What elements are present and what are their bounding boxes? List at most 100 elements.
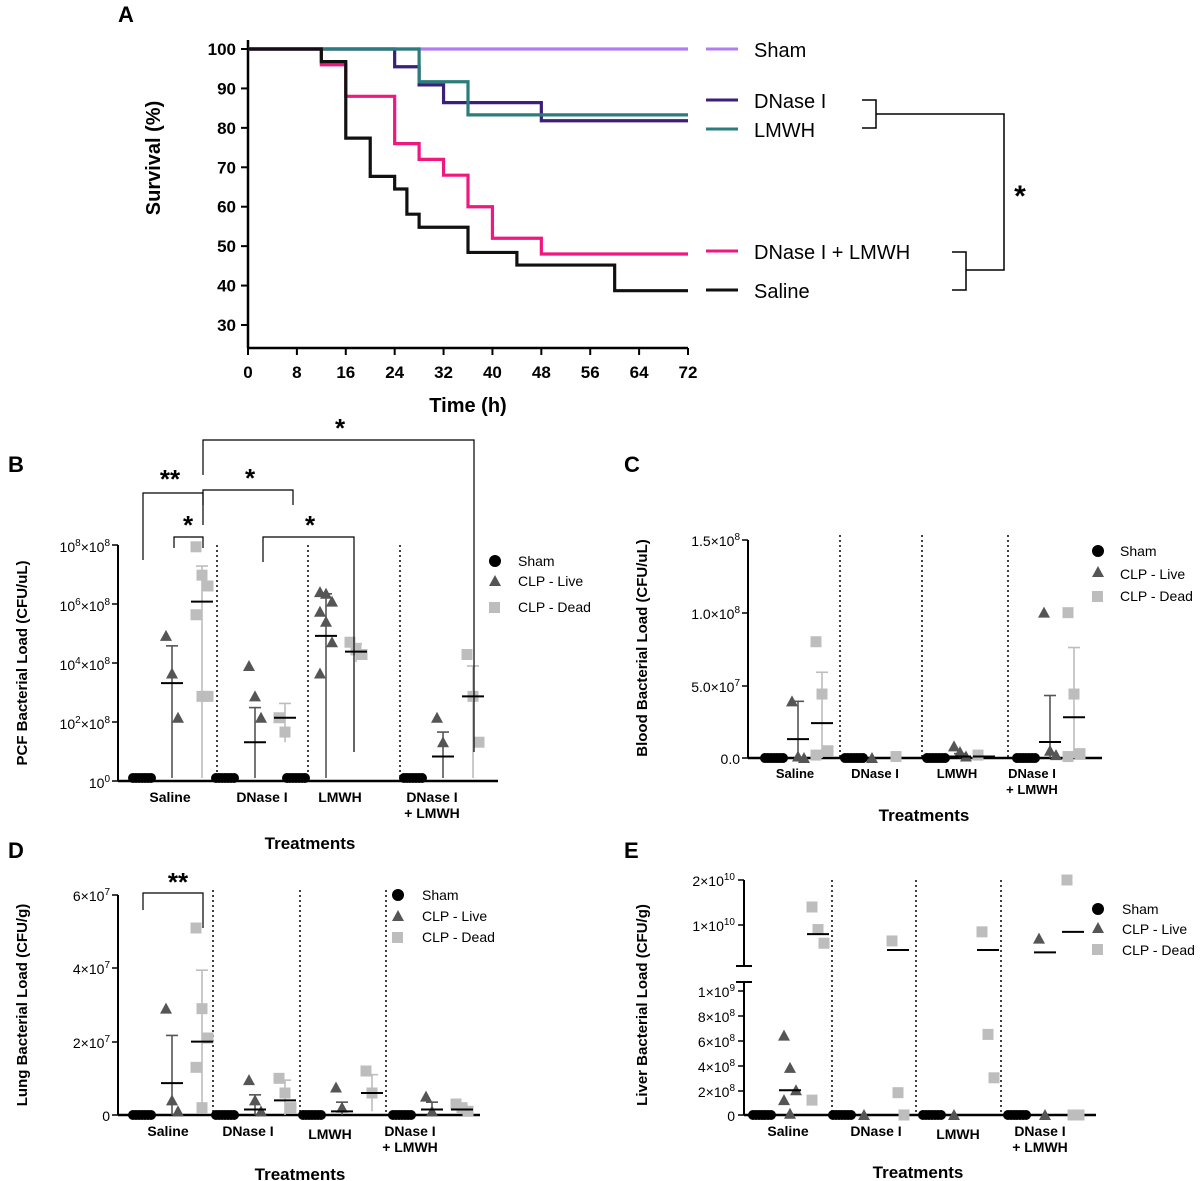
panel-c-cat-combo-2: + LMWH bbox=[1006, 782, 1058, 797]
legend-dead-marker bbox=[489, 602, 500, 613]
clp-dead-point bbox=[285, 1102, 297, 1114]
clp-dead-point bbox=[1062, 751, 1074, 763]
sham-point bbox=[766, 1110, 776, 1120]
clp-live-point bbox=[426, 1105, 438, 1117]
legend-sham-text: Sham bbox=[518, 553, 555, 569]
panel-e-ytick-4e8: 4×108 bbox=[698, 1058, 736, 1075]
a-xtick-label: 48 bbox=[532, 363, 551, 382]
panel-a-xticks: 0 8 16 24 32 40 48 56 64 72 bbox=[243, 348, 697, 382]
clp-dead-point bbox=[202, 1032, 214, 1044]
panel-c-ytick-3: 5.0×107 bbox=[691, 678, 740, 695]
clp-dead-point bbox=[456, 1102, 468, 1114]
clp-live-point bbox=[172, 711, 184, 723]
clp-dead-point bbox=[818, 937, 830, 949]
legend-sham-text: Sham bbox=[1122, 901, 1159, 917]
panel-c-label: C bbox=[624, 452, 640, 477]
a-ytick-label: 60 bbox=[217, 198, 236, 217]
a-xtick-label: 32 bbox=[434, 363, 453, 382]
clp-live-point bbox=[255, 1105, 267, 1117]
legend-live-marker bbox=[1092, 566, 1104, 577]
sham-point bbox=[300, 773, 310, 783]
panel-b-ytick-1e8e8: 108×108 bbox=[60, 538, 111, 555]
sham-point bbox=[146, 1110, 156, 1120]
panel-b-yticks: 108×108 106×108 104×108 102×108 100 bbox=[60, 538, 118, 791]
sham-point bbox=[846, 1110, 856, 1120]
clp-dead-point bbox=[356, 649, 368, 661]
clp-dead-point bbox=[196, 1003, 208, 1015]
panel-b-marks bbox=[128, 541, 485, 783]
panel-c-legend: Sham CLP - Live CLP - Dead bbox=[1092, 543, 1193, 604]
panel-e-cat-lmwh: LMWH bbox=[936, 1126, 980, 1142]
panel-c-ytick-4: 0.0 bbox=[721, 751, 741, 767]
panel-d-ytick-4: 0 bbox=[102, 1108, 110, 1124]
panel-e-cat-combo-1: DNase I bbox=[1014, 1123, 1065, 1139]
panel-b-sig-5: * bbox=[305, 510, 316, 540]
panel-c-ylabel: Blood Bacterial Load (CFU/uL) bbox=[634, 539, 651, 757]
clp-dead-point bbox=[190, 922, 202, 934]
sham-point bbox=[146, 773, 156, 783]
panel-b: B PCF Bacterial Load (CFU/uL) 108×108 10… bbox=[8, 413, 591, 853]
panel-d-ytick-2: 4×107 bbox=[73, 960, 111, 977]
panel-c-ytick-2: 1.0×108 bbox=[691, 605, 740, 622]
legend-combo-label: DNase I + LMWH bbox=[754, 242, 910, 264]
clp-live-point bbox=[948, 1109, 960, 1120]
panel-e-yticks: 2×1010 1×1010 1×109 8×108 6×108 4×108 2×… bbox=[692, 872, 744, 1124]
a-ytick-label: 40 bbox=[217, 277, 236, 296]
clp-dead-point bbox=[196, 569, 208, 581]
legend-sham-text: Sham bbox=[422, 887, 459, 903]
a-xtick-label: 56 bbox=[581, 363, 600, 382]
clp-live-point bbox=[1044, 744, 1056, 756]
clp-dead-point bbox=[450, 1098, 462, 1110]
clp-live-point bbox=[314, 605, 326, 617]
panel-d-cat-saline: Saline bbox=[147, 1123, 188, 1139]
panel-b-ytick-1e2e8: 102×108 bbox=[60, 715, 111, 732]
clp-live-point bbox=[160, 629, 172, 641]
panel-d-ytick-3: 2×107 bbox=[73, 1034, 111, 1051]
legend-dead-text: CLP - Dead bbox=[1120, 588, 1193, 604]
clp-dead-point bbox=[344, 636, 356, 648]
panel-e-marks bbox=[748, 874, 1085, 1121]
legend-live-marker bbox=[489, 575, 501, 586]
clp-dead-point bbox=[810, 749, 822, 761]
panel-e-ytick-6e8: 6×108 bbox=[698, 1033, 736, 1050]
panel-d-cat-combo-2: + LMWH bbox=[382, 1139, 438, 1155]
clp-dead-point bbox=[1061, 874, 1073, 886]
clp-live-point bbox=[437, 736, 449, 748]
clp-live-point bbox=[314, 667, 326, 679]
panel-d-xlabel: Treatments bbox=[255, 1165, 346, 1181]
a-ytick-label: 90 bbox=[217, 79, 236, 98]
clp-dead-point bbox=[461, 649, 473, 661]
clp-dead-point bbox=[1062, 607, 1074, 619]
panel-d-cat-combo-1: DNase I bbox=[384, 1123, 435, 1139]
panel-b-sig-4: * bbox=[335, 413, 346, 443]
clp-live-point bbox=[786, 695, 798, 707]
panel-c-yticks: 1.5×108 1.0×108 5.0×107 0.0 bbox=[691, 532, 748, 767]
legend-dead-text: CLP - Dead bbox=[422, 929, 495, 945]
panel-d-cat-dnase: DNase I bbox=[222, 1123, 273, 1139]
panel-a-series-lines bbox=[248, 47, 688, 293]
panel-d-sig: ** bbox=[168, 867, 189, 897]
sham-point bbox=[936, 1110, 946, 1120]
a-xtick-label: 40 bbox=[483, 363, 502, 382]
clp-dead-point bbox=[462, 1105, 474, 1117]
panel-b-dividers bbox=[216, 545, 401, 781]
a-ytick-label: 70 bbox=[217, 158, 236, 177]
a-xtick-label: 72 bbox=[679, 363, 698, 382]
clp-live-point bbox=[166, 1094, 178, 1106]
panel-c-marks bbox=[760, 606, 1086, 763]
panel-b-sig-1: ** bbox=[160, 464, 181, 494]
panel-b-ytick-1e0: 100 bbox=[89, 774, 111, 791]
clp-dead-point bbox=[279, 726, 291, 738]
a-series-lmwh bbox=[248, 47, 688, 117]
legend-live-marker bbox=[1092, 922, 1104, 933]
panel-b-bracket-4 bbox=[202, 439, 475, 752]
clp-live-point bbox=[336, 1101, 348, 1113]
clp-live-point bbox=[858, 1109, 870, 1120]
panel-e-ylabel: Liver Bacterial Load (CFU/g) bbox=[634, 904, 651, 1106]
clp-dead-point bbox=[988, 1072, 1000, 1084]
panel-b-ylabel: PCF Bacterial Load (CFU/uL) bbox=[14, 560, 31, 765]
panel-a: A Survival (%) Time (h) 1009080706050403… bbox=[118, 2, 1026, 417]
clp-live-point bbox=[954, 746, 966, 758]
panel-b-cat-saline: Saline bbox=[149, 789, 190, 805]
